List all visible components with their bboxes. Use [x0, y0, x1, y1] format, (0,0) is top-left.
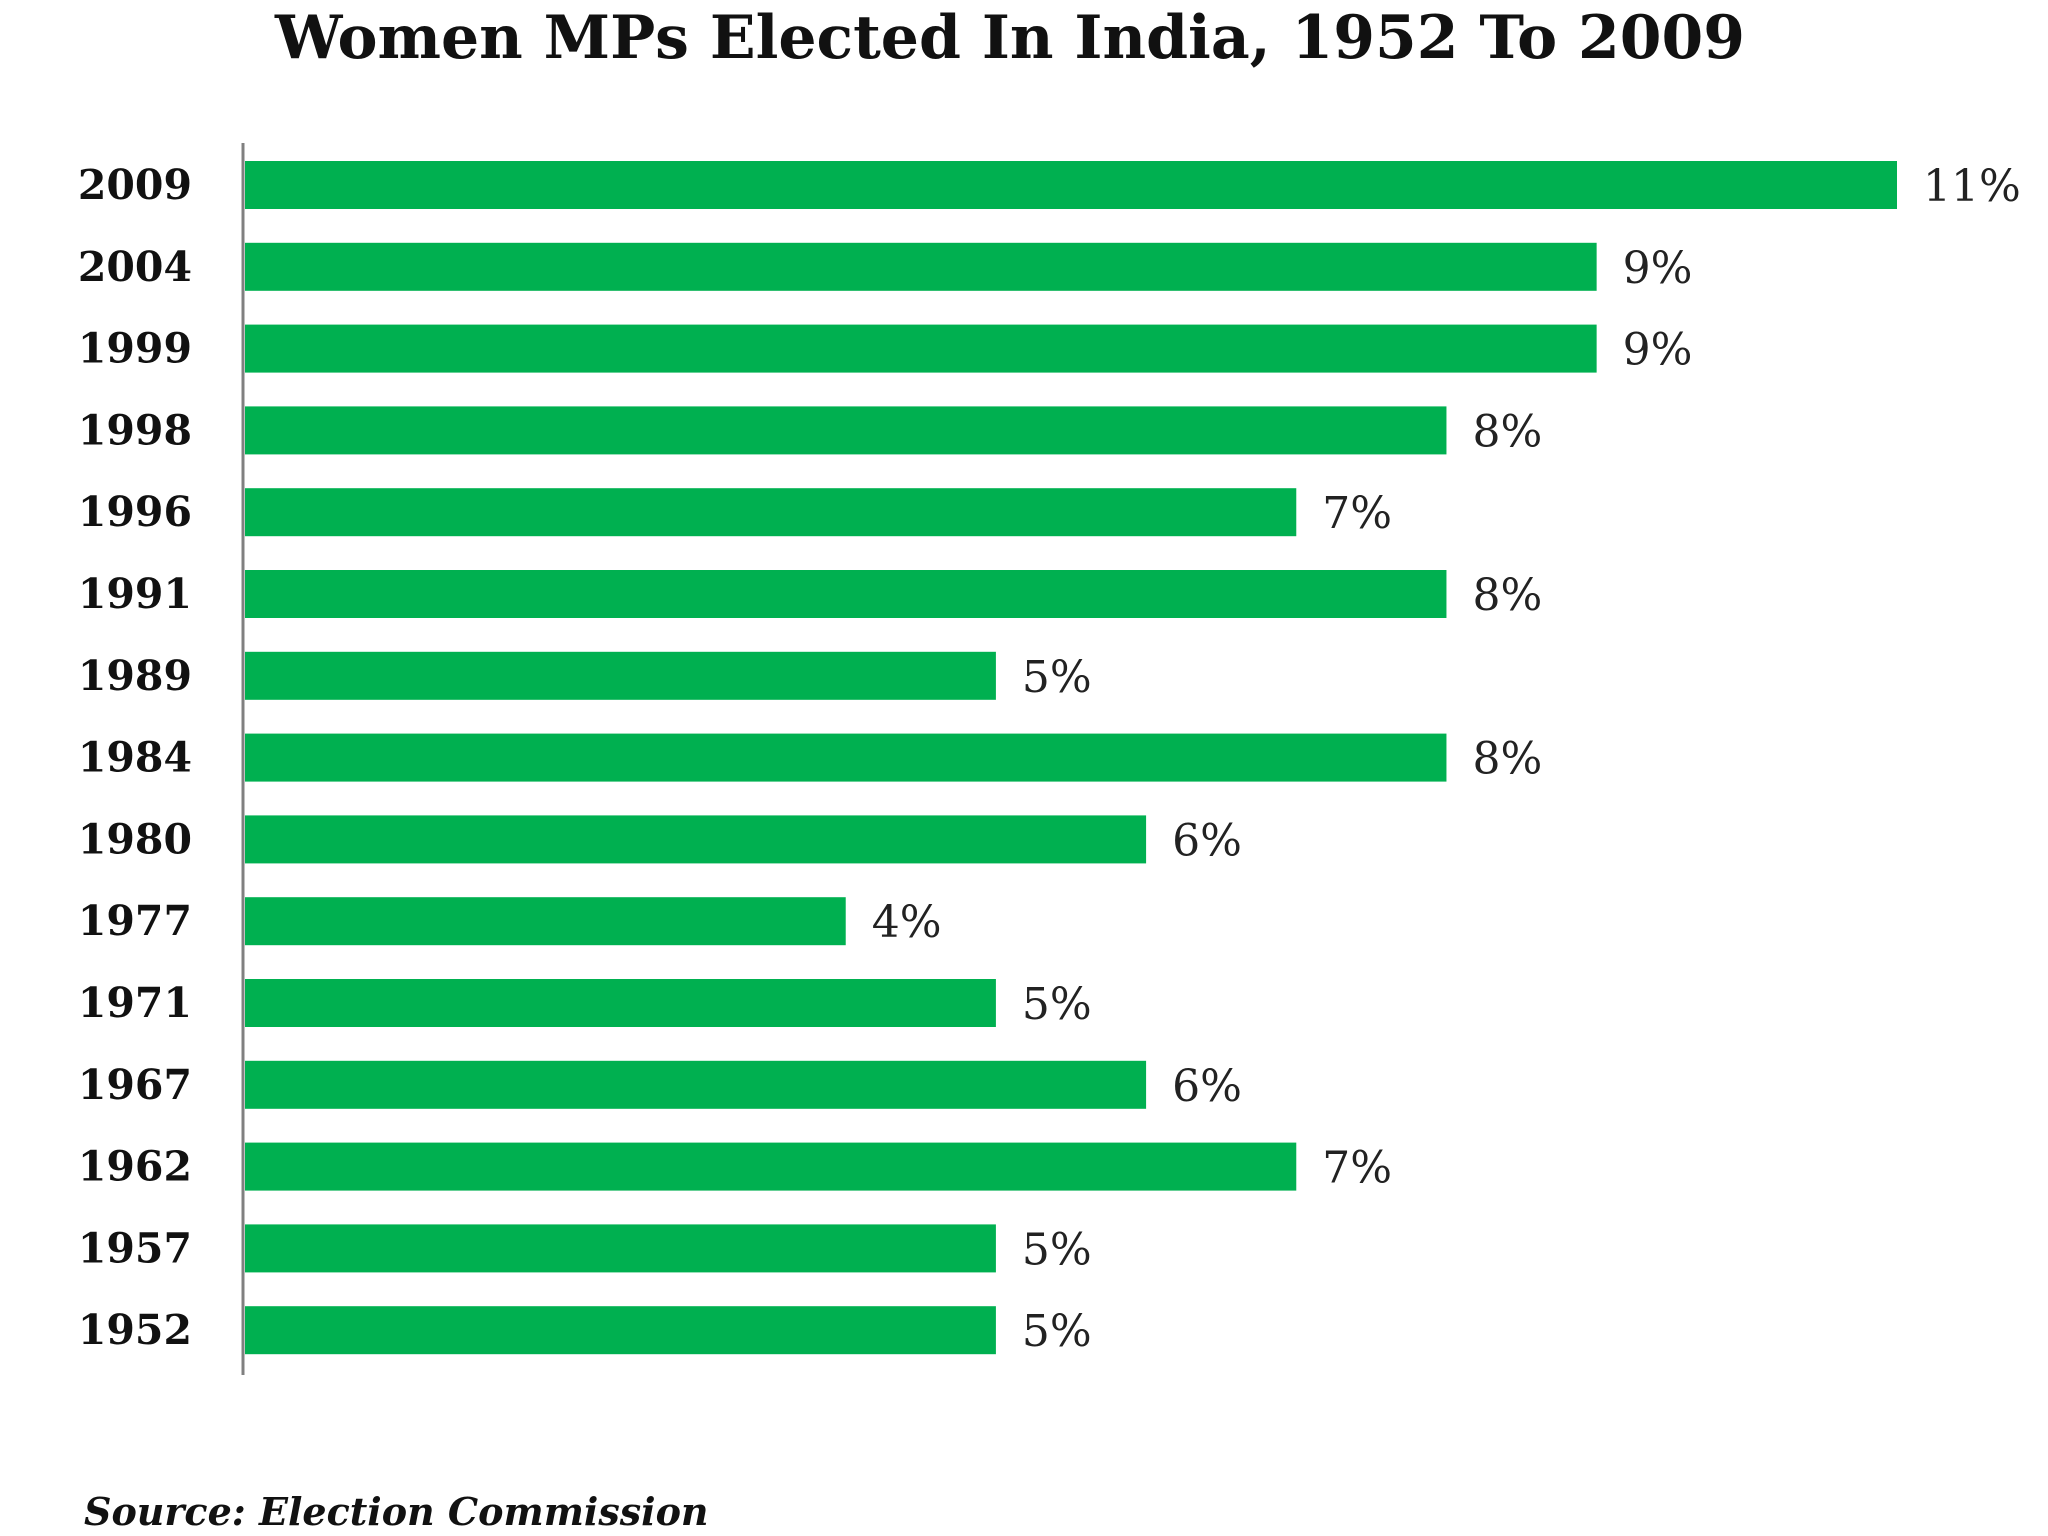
bar-1999: [245, 324, 1597, 373]
category-label-1984: 1984: [78, 734, 192, 782]
category-labels-group: 2009 2004 1999 1998 1996 1991 1989 1984 1980 1977…: [78, 161, 192, 1354]
bar-1984: [245, 733, 1447, 782]
category-label-1952: 1952: [78, 1306, 192, 1354]
category-label-1991: 1991: [78, 570, 192, 618]
bar-1962: [245, 1142, 1297, 1191]
value-label-1984: 8%: [1472, 734, 1542, 785]
category-label-1977: 1977: [78, 897, 192, 945]
value-label-1980: 6%: [1172, 815, 1242, 866]
value-label-1996: 7%: [1322, 488, 1392, 539]
category-label-1980: 1980: [78, 815, 192, 863]
value-label-1998: 8%: [1472, 406, 1542, 457]
value-label-1957: 5%: [1022, 1224, 1092, 1275]
category-label-1989: 1989: [78, 652, 192, 700]
bar-1991: [245, 570, 1447, 618]
bar-1952: [245, 1306, 996, 1355]
value-label-1962: 7%: [1322, 1143, 1392, 1194]
value-label-1971: 5%: [1022, 979, 1092, 1030]
source-note: Source: Election Commission: [84, 1489, 709, 1534]
category-label-1999: 1999: [78, 325, 192, 373]
value-label-1977: 4%: [872, 897, 942, 948]
value-label-2009: 11%: [1923, 161, 2021, 212]
bar-1996: [245, 488, 1297, 537]
bar-1971: [245, 979, 996, 1027]
value-label-1967: 6%: [1172, 1061, 1242, 1112]
value-label-1989: 5%: [1022, 652, 1092, 703]
value-label-1991: 8%: [1472, 570, 1542, 621]
bar-1957: [245, 1224, 996, 1273]
category-label-1998: 1998: [78, 406, 192, 454]
bar-1980: [245, 815, 1147, 864]
category-label-1957: 1957: [78, 1224, 192, 1272]
value-label-1952: 5%: [1022, 1306, 1092, 1357]
chart-title: Women MPs Elected In India, 1952 To 2009: [274, 3, 1745, 73]
value-label-2004: 9%: [1623, 243, 1693, 294]
bars-group: [245, 161, 1897, 1355]
value-label-1999: 9%: [1623, 325, 1693, 376]
bar-1989: [245, 651, 996, 700]
value-labels-group: 11% 9% 9% 8% 7% 8% 5% 8% 6% 4% 5% 6% 7% 5% 5%: [872, 161, 2021, 1357]
category-label-1996: 1996: [78, 488, 192, 536]
category-label-2009: 2009: [78, 161, 192, 209]
bar-2009: [245, 161, 1897, 209]
bar-1967: [245, 1060, 1147, 1109]
category-label-1962: 1962: [78, 1143, 192, 1191]
bar-1998: [245, 406, 1447, 455]
bar-2004: [245, 242, 1597, 291]
category-label-1967: 1967: [78, 1061, 192, 1109]
category-label-1971: 1971: [78, 979, 192, 1027]
bar-1977: [245, 897, 846, 946]
category-label-2004: 2004: [78, 243, 192, 291]
